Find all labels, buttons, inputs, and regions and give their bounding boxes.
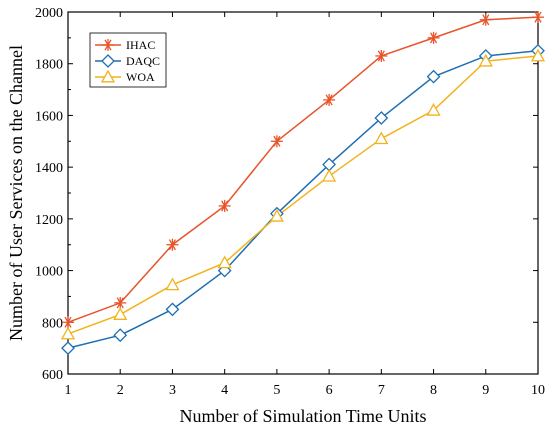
data-point bbox=[113, 328, 128, 343]
legend-label: IHAC bbox=[126, 38, 155, 52]
y-tick-label: 1600 bbox=[35, 109, 63, 124]
x-tick-label: 2 bbox=[117, 383, 124, 398]
x-tick-label: 6 bbox=[326, 383, 333, 398]
legend-label: DAQC bbox=[126, 54, 160, 68]
series-line-daqc bbox=[67, 50, 539, 349]
data-point bbox=[165, 302, 180, 317]
data-point bbox=[100, 69, 116, 83]
data-point bbox=[374, 111, 389, 125]
series-line-woa bbox=[67, 55, 539, 335]
x-tick-label: 9 bbox=[482, 383, 489, 398]
data-point bbox=[114, 296, 127, 309]
series-lines bbox=[67, 16, 539, 349]
x-tick-label: 5 bbox=[273, 383, 280, 398]
data-point bbox=[61, 341, 75, 356]
data-point bbox=[426, 102, 441, 116]
data-point bbox=[270, 135, 283, 148]
data-point bbox=[113, 307, 128, 320]
legend: IHAC DAQC WOA bbox=[89, 32, 167, 88]
data-point bbox=[426, 69, 441, 84]
y-tick-label: 800 bbox=[42, 316, 63, 331]
y-tick-label: 1400 bbox=[35, 161, 63, 176]
y-tick-label: 2000 bbox=[35, 6, 63, 21]
x-tick-label: 4 bbox=[221, 383, 228, 398]
series-line-ihac bbox=[67, 16, 539, 323]
x-tick-label: 10 bbox=[531, 383, 545, 398]
data-point bbox=[532, 11, 544, 24]
x-tick-label: 3 bbox=[169, 383, 176, 398]
x-tick-label: 8 bbox=[430, 383, 437, 398]
data-point bbox=[62, 316, 74, 329]
x-axis-label: Number of Simulation Time Units bbox=[179, 406, 426, 426]
series-markers-woa bbox=[60, 48, 546, 340]
data-point bbox=[101, 54, 115, 68]
data-point bbox=[269, 208, 284, 222]
y-tick-label: 600 bbox=[42, 368, 63, 383]
y-axis-label: Number of User Services on the Channel bbox=[6, 45, 26, 341]
data-point bbox=[479, 13, 492, 26]
data-point bbox=[165, 277, 180, 291]
data-point bbox=[217, 255, 232, 269]
data-point bbox=[478, 53, 493, 67]
data-point bbox=[60, 326, 76, 340]
data-point bbox=[323, 93, 336, 106]
data-point bbox=[166, 238, 179, 251]
series-markers bbox=[60, 11, 546, 356]
y-tick-label: 1200 bbox=[35, 213, 63, 228]
data-point bbox=[218, 199, 231, 212]
legend-box bbox=[89, 32, 167, 88]
data-point bbox=[427, 31, 440, 44]
data-point bbox=[322, 168, 337, 182]
series-markers-ihac bbox=[62, 11, 544, 329]
x-tick-label: 1 bbox=[65, 383, 72, 398]
data-point bbox=[374, 131, 389, 145]
data-point bbox=[102, 39, 114, 51]
data-point bbox=[375, 49, 388, 62]
y-tick-label: 1000 bbox=[35, 265, 63, 280]
data-point bbox=[530, 48, 546, 62]
x-tick-label: 7 bbox=[378, 383, 385, 398]
axis-ticks: 1 2 3 4 5 6 7 8 9 10 600 800 1000 1200 1400 1600 1800 200… bbox=[35, 6, 545, 398]
y-tick-label: 1800 bbox=[35, 58, 63, 73]
legend-label: WOA bbox=[126, 70, 155, 84]
